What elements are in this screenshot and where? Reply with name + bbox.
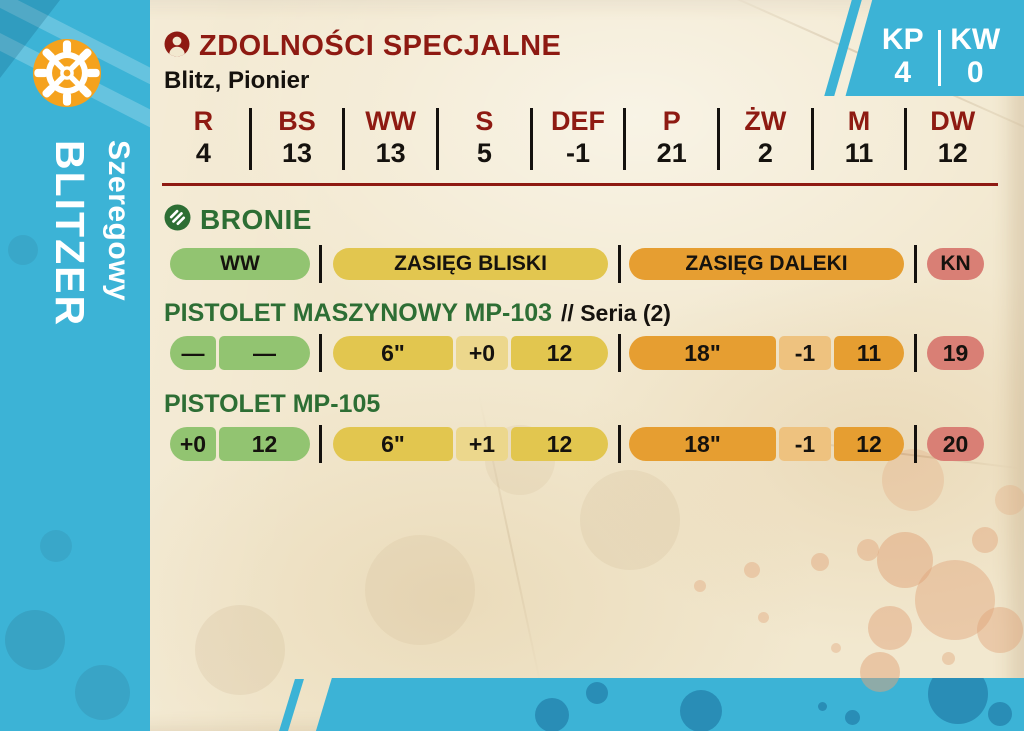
- special-abilities-list: Blitz, Pionier: [164, 67, 310, 94]
- special-abilities-title: ZDOLNOŚCI SPECJALNE: [199, 30, 562, 62]
- stat-divider: [810, 108, 814, 170]
- kw-column: KW 0: [941, 0, 1011, 96]
- stat-m: M 11: [844, 106, 874, 168]
- gear-icon: [33, 39, 101, 107]
- ww-cells: +0 12: [170, 427, 310, 461]
- column-divider: [914, 245, 917, 283]
- bullets-icon: [164, 204, 191, 236]
- stat-divider: [623, 108, 627, 170]
- unit-sidebar: Szeregowy BLITZER: [0, 0, 150, 731]
- stat-divider: [717, 108, 721, 170]
- section-rule: [162, 183, 998, 186]
- kp-column: KP 4: [868, 0, 938, 96]
- stat-divider: [342, 108, 346, 170]
- column-divider: [618, 334, 621, 372]
- person-icon: [164, 31, 190, 62]
- unit-rank: Szeregowy: [102, 140, 135, 302]
- column-divider: [319, 334, 322, 372]
- close-range-cells: 6" +0 12: [333, 336, 608, 370]
- weapons-header: BRONIE: [164, 204, 1024, 236]
- far-range-cells: 18" -1 12: [629, 427, 904, 461]
- close-range-cells: 6" +1 12: [333, 427, 608, 461]
- column-divider: [914, 425, 917, 463]
- ww-cells: — —: [170, 336, 310, 370]
- weapon-note: // Seria (2): [561, 300, 671, 326]
- column-divider: [618, 245, 621, 283]
- unit-name: BLITZER: [47, 140, 93, 328]
- stat-bs: BS 13: [278, 106, 316, 168]
- weapon-name-row: PISTOLET MASZYNOWY MP-103 // Seria (2): [164, 299, 1024, 328]
- column-header-kn: KN: [927, 248, 984, 280]
- stat-divider: [529, 108, 533, 170]
- column-header-close-range: ZASIĘG BLISKI: [333, 248, 608, 280]
- kn-cell: 19: [927, 336, 984, 370]
- column-divider: [319, 425, 322, 463]
- stat-dw: DW 12: [930, 106, 976, 168]
- weapons-column-headers: WW ZASIĘG BLISKI ZASIĘG DALEKI KN: [170, 245, 1024, 283]
- column-header-far-range: ZASIĘG DALEKI: [629, 248, 904, 280]
- column-header-ww: WW: [170, 248, 310, 280]
- weapon-stats-row: +0 12 6" +1 12 18" -1 12 20: [170, 425, 1024, 463]
- kw-value: 0: [966, 56, 984, 89]
- column-divider: [914, 334, 917, 372]
- column-divider: [319, 245, 322, 283]
- points-divider: [937, 30, 941, 86]
- stat-p: P 21: [656, 106, 687, 168]
- stat-divider: [436, 108, 440, 170]
- weapon-name: PISTOLET MASZYNOWY MP-103: [164, 299, 553, 327]
- weapon-name: PISTOLET MP-105: [164, 390, 381, 418]
- stat-zw: ŻW 2: [744, 106, 787, 168]
- band-stripe: [279, 679, 304, 731]
- stat-def: DEF -1: [551, 106, 606, 168]
- stat-divider: [248, 108, 252, 170]
- column-divider: [618, 425, 621, 463]
- unit-name-block: Szeregowy BLITZER: [40, 140, 140, 330]
- stat-divider: [904, 108, 908, 170]
- kw-label: KW: [950, 23, 1001, 56]
- kp-value: 4: [894, 56, 912, 89]
- bottom-band: [315, 678, 1024, 731]
- weapon-stats-row: — — 6" +0 12 18" -1 11 19: [170, 334, 1024, 372]
- weapon-name-row: PISTOLET MP-105: [164, 390, 1024, 419]
- stat-ww: WW 13: [365, 106, 417, 168]
- far-range-cells: 18" -1 11: [629, 336, 904, 370]
- special-abilities-header: ZDOLNOŚCI SPECJALNE: [164, 30, 1024, 63]
- weapons-title: BRONIE: [200, 204, 312, 235]
- kn-cell: 20: [927, 427, 984, 461]
- kp-label: KP: [881, 23, 924, 56]
- points-box: KP 4 KW 0: [845, 0, 1024, 96]
